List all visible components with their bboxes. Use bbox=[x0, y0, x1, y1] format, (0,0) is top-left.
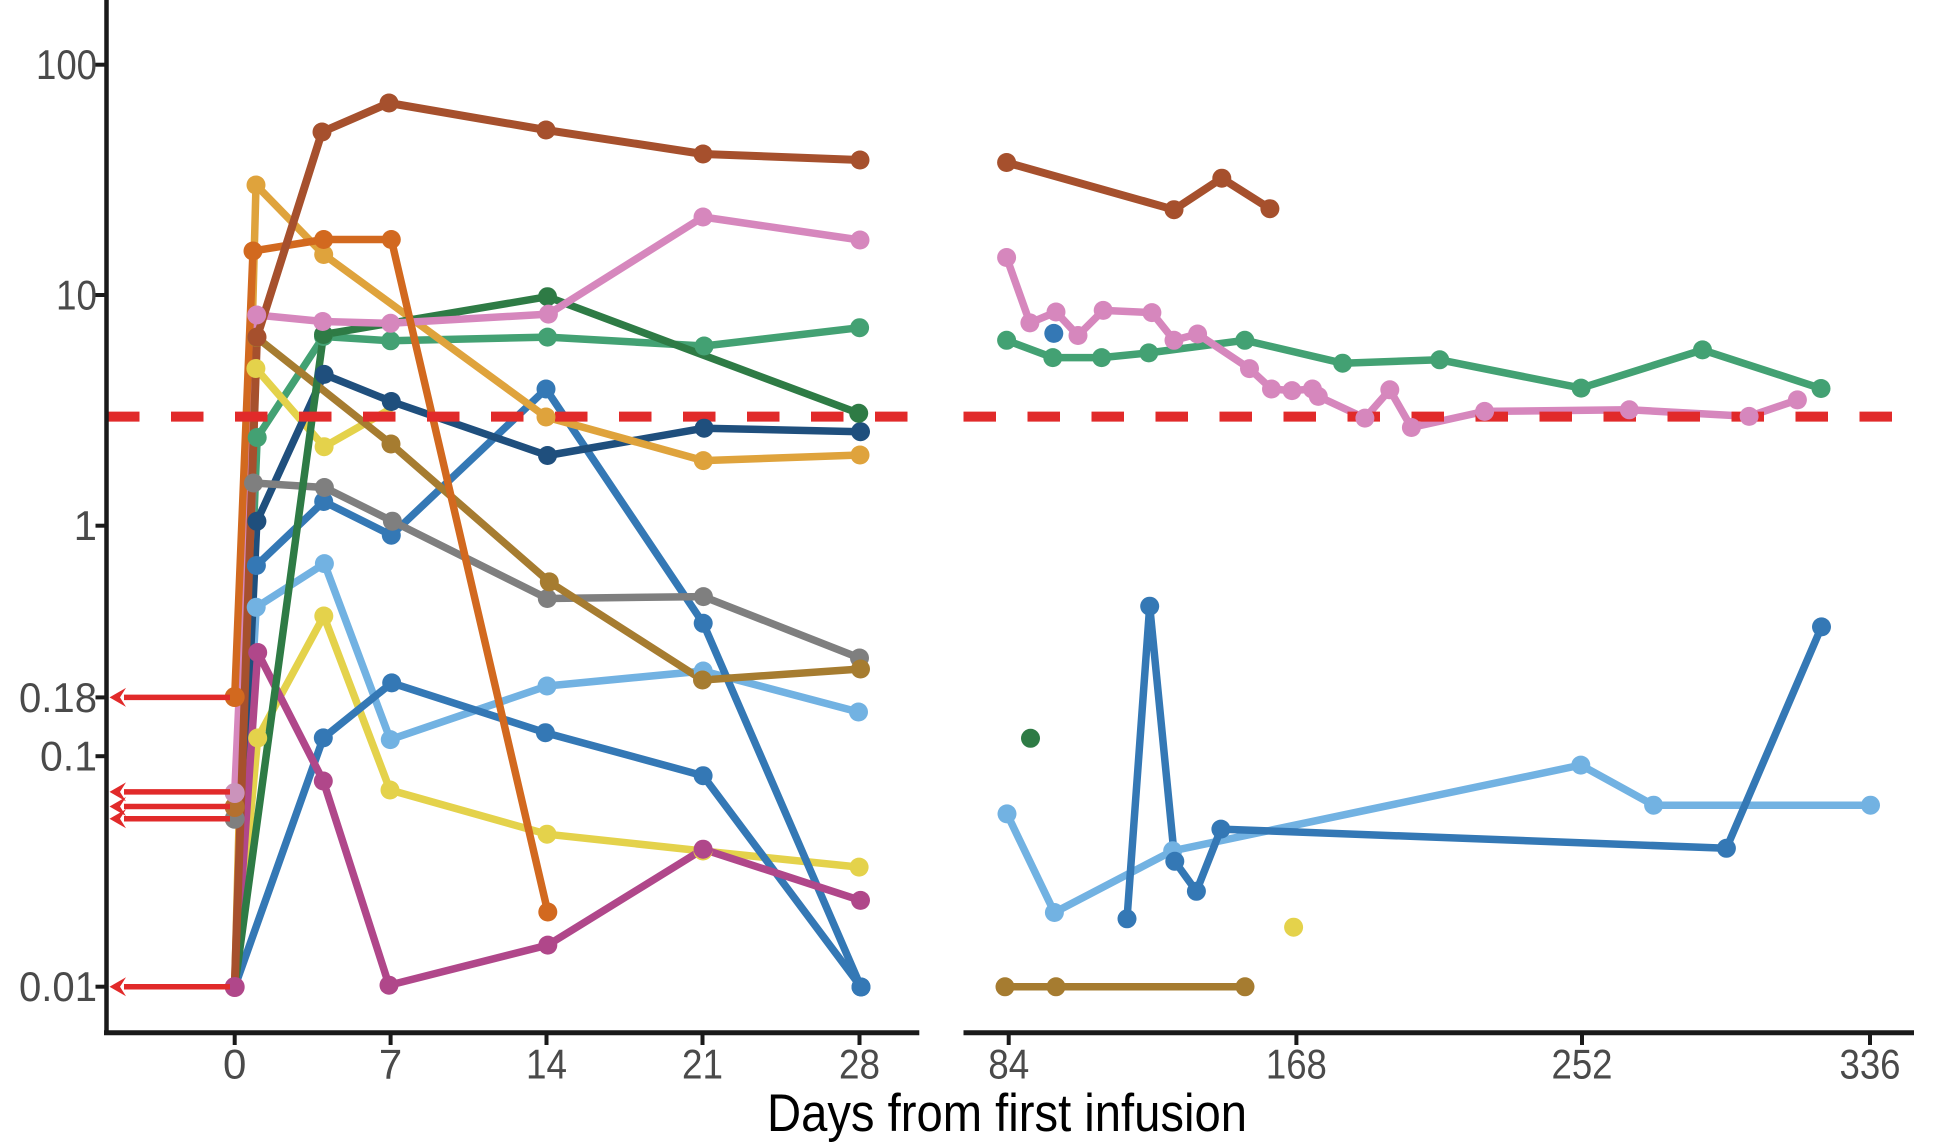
svg-text:0: 0 bbox=[223, 1041, 246, 1088]
svg-text:28: 28 bbox=[839, 1041, 880, 1088]
svg-text:252: 252 bbox=[1552, 1041, 1613, 1088]
svg-text:Days from first infusion: Days from first infusion bbox=[767, 1084, 1247, 1143]
svg-text:7: 7 bbox=[379, 1041, 402, 1088]
svg-text:0.18: 0.18 bbox=[19, 674, 97, 721]
svg-text:10: 10 bbox=[56, 271, 97, 318]
svg-text:14: 14 bbox=[526, 1041, 567, 1088]
svg-text:0.01: 0.01 bbox=[19, 963, 97, 1010]
svg-text:0.1: 0.1 bbox=[40, 733, 97, 780]
svg-text:168: 168 bbox=[1266, 1041, 1327, 1088]
svg-text:100: 100 bbox=[36, 41, 97, 88]
svg-text:1: 1 bbox=[74, 502, 97, 549]
svg-text:336: 336 bbox=[1840, 1041, 1901, 1088]
svg-text:84: 84 bbox=[988, 1041, 1029, 1088]
svg-text:21: 21 bbox=[682, 1041, 723, 1088]
